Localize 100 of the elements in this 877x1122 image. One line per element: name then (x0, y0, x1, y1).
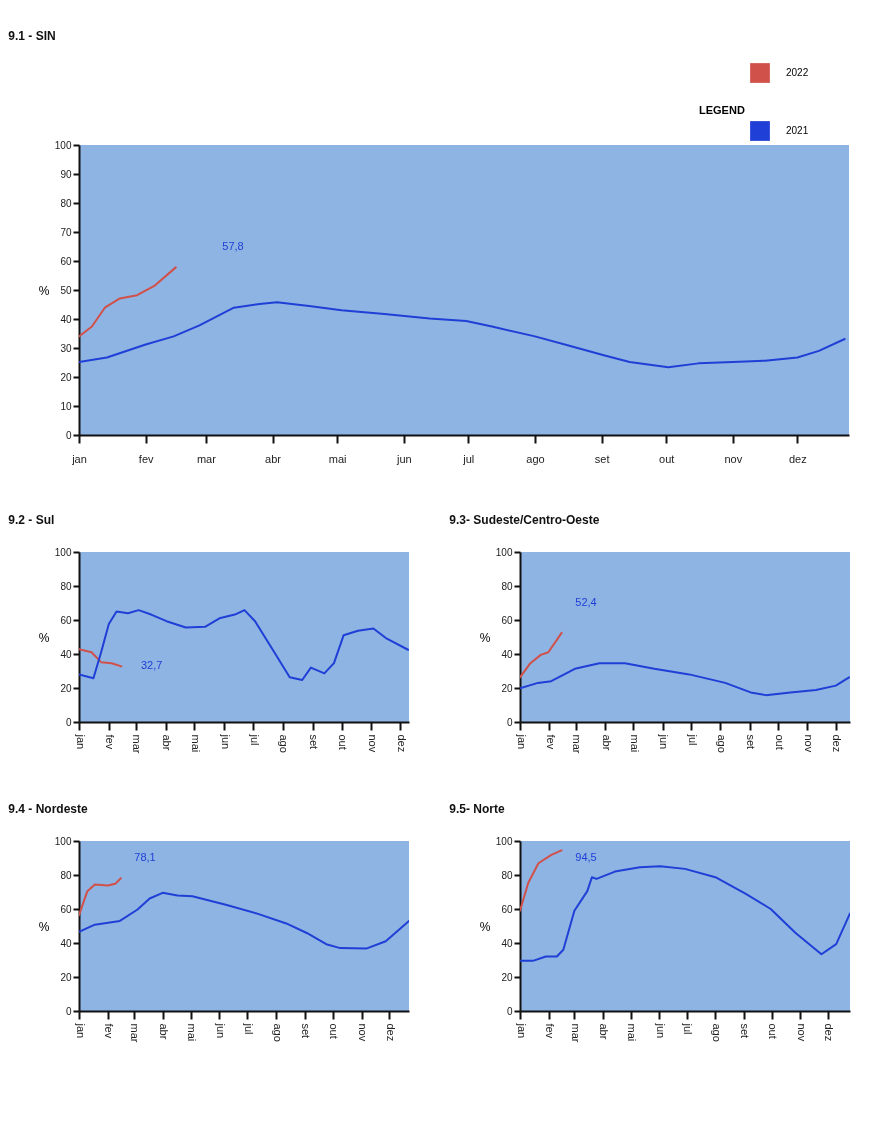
x-tick-label: abr (598, 1023, 611, 1040)
x-tick-label: set (745, 734, 758, 750)
y-tick-label: 10 (60, 400, 72, 412)
x-tick-label: nov (357, 1023, 370, 1042)
line-series (520, 662, 850, 697)
line-series (520, 865, 850, 962)
x-tick-label: jun (219, 733, 232, 750)
x-tick-label: out (767, 1023, 780, 1039)
y-tick-label: 40 (60, 648, 72, 660)
x-tick-label: jan (74, 1022, 87, 1039)
y-tick-label: 40 (60, 313, 72, 325)
y-tick-label: 90 (60, 168, 72, 180)
x-tick-label: jun (214, 1022, 227, 1039)
line-series (79, 301, 846, 369)
x-tick-label: jun (395, 452, 412, 465)
x-tick-label: fev (544, 1023, 557, 1039)
x-tick-label: set (739, 1023, 752, 1039)
y-tick-label: 40 (501, 648, 513, 660)
y-tick-label: 20 (501, 682, 513, 694)
x-tick-label: abr (265, 452, 282, 465)
x-tick-label: mar (571, 734, 584, 754)
x-tick-label: abr (158, 1023, 171, 1040)
x-tick-label: fev (104, 734, 117, 750)
x-tick-label: set (300, 1023, 313, 1039)
y-tick-label: 60 (60, 614, 72, 626)
y-tick-label: 60 (501, 614, 513, 626)
y-tick-label: 0 (506, 1005, 513, 1017)
x-tick-label: jul (686, 733, 699, 746)
y-tick-label: 100 (495, 835, 513, 847)
y-axis-title: % (38, 919, 50, 934)
legend-label: 2022 (786, 67, 809, 78)
x-tick-label: jul (682, 1022, 695, 1035)
annotation: 52,4 (575, 596, 597, 608)
y-tick-label: 50 (60, 284, 72, 296)
y-tick-label: 20 (60, 371, 72, 383)
legend-label: 2021 (786, 125, 809, 136)
x-tick-label: dez (823, 1023, 836, 1042)
y-tick-label: 0 (506, 716, 513, 728)
chart-title: 9.4 - Nordeste (8, 802, 89, 816)
x-tick-label: fev (138, 452, 155, 465)
x-tick-label: ago (715, 734, 728, 753)
x-tick-label: out (773, 734, 786, 750)
y-tick-label: 0 (65, 429, 72, 441)
x-tick-label: nov (724, 452, 743, 465)
chart-title: 9.5- Norte (449, 802, 505, 816)
y-tick-label: 60 (60, 255, 72, 267)
y-axis-title: % (38, 630, 50, 645)
x-tick-label: dez (789, 452, 807, 465)
line-series (79, 648, 123, 668)
y-tick-label: 80 (60, 869, 72, 881)
x-tick-label: jan (515, 733, 528, 750)
x-tick-label: nov (795, 1023, 808, 1042)
y-axis-title: % (38, 283, 50, 298)
y-tick-label: 100 (54, 546, 72, 558)
x-tick-label: set (594, 452, 610, 465)
y-tick-label: 60 (501, 903, 513, 915)
y-tick-label: 100 (54, 139, 72, 151)
x-tick-label: mar (196, 452, 217, 465)
x-tick-label: jul (248, 733, 261, 746)
x-tick-label: mar (569, 1023, 582, 1043)
x-tick-label: set (308, 734, 321, 750)
x-tick-label: dez (831, 734, 844, 753)
y-tick-label: 100 (54, 835, 72, 847)
x-tick-label: jul (242, 1022, 255, 1035)
x-tick-label: ago (526, 452, 545, 465)
x-tick-label: nov (802, 734, 815, 753)
x-tick-label: mai (186, 1023, 199, 1042)
x-tick-label: jul (462, 452, 475, 465)
y-tick-label: 0 (65, 716, 72, 728)
y-tick-label: 40 (60, 937, 72, 949)
y-axis-title: % (479, 630, 491, 645)
y-tick-label: 20 (60, 971, 72, 983)
x-tick-label: ago (271, 1023, 284, 1042)
annotation: 78,1 (134, 851, 156, 863)
x-tick-label: jan (71, 452, 87, 465)
annotation: 94,5 (575, 851, 597, 863)
y-axis-title: % (479, 919, 491, 934)
line-series (79, 266, 177, 338)
x-tick-label: jun (654, 1022, 667, 1039)
line-series (520, 631, 563, 679)
x-tick-label: abr (600, 734, 613, 751)
x-tick-label: fev (544, 734, 557, 750)
legend-title: LEGEND (699, 104, 745, 116)
x-tick-label: nov (366, 734, 379, 753)
annotation: 32,7 (140, 658, 163, 671)
line-series (79, 891, 409, 950)
y-tick-label: 20 (501, 971, 513, 983)
y-tick-label: 80 (501, 580, 513, 592)
line-series (79, 609, 409, 682)
x-tick-label: mai (628, 734, 641, 753)
line-series (520, 849, 563, 912)
chart-title: 9.2 - Sul (8, 513, 55, 527)
chart-title: 9.3- Sudeste/Centro-Oeste (449, 513, 600, 527)
x-tick-label: jan (515, 1022, 528, 1039)
x-tick-label: mar (131, 734, 144, 754)
y-tick-label: 80 (501, 869, 513, 881)
x-tick-label: jun (658, 733, 671, 750)
x-tick-label: dez (384, 1023, 397, 1042)
x-tick-label: ago (710, 1023, 723, 1042)
y-tick-label: 80 (60, 197, 72, 209)
